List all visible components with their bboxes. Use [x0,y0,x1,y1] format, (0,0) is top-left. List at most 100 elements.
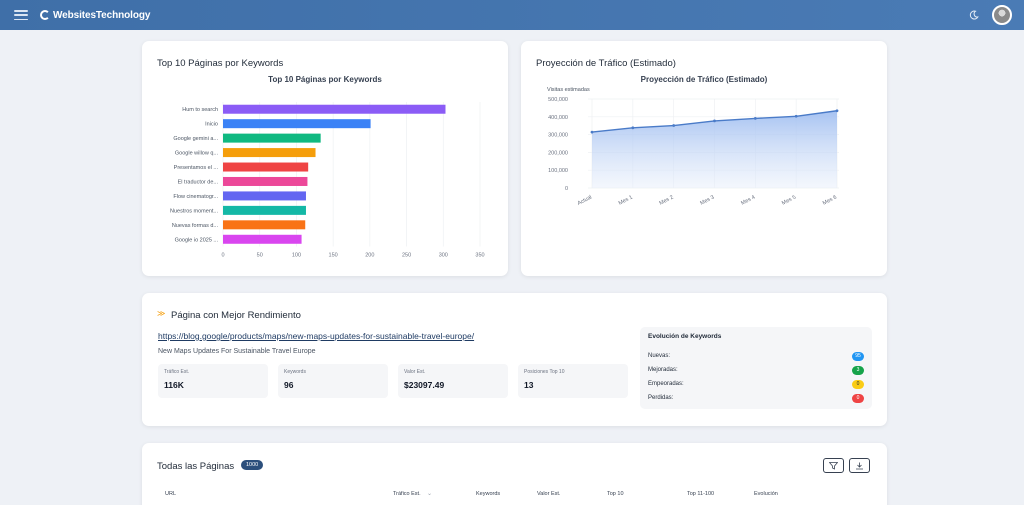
bar [223,162,309,172]
y-tick-label: 100,000 [548,168,568,174]
evolution-label: Nuevas: [648,353,671,359]
download-button[interactable] [849,458,870,473]
y-tick-label: Google io 2025 ... [175,237,219,243]
y-tick-label: 400,000 [548,115,568,121]
evolution-badge: 0 [852,394,864,403]
bar [223,220,306,230]
bar [223,119,371,129]
y-tick-label: Inicio [205,122,218,128]
x-tick-label: Mes 4 [740,194,756,206]
download-icon [856,462,863,469]
x-tick-label: 350 [475,253,484,259]
stat-label: Posiciones Top 10 [524,369,565,375]
x-tick-label: 250 [402,253,411,259]
bar [223,205,306,215]
y-tick-label: Presentamos el ... [174,165,219,171]
card-title: Top 10 Páginas por Keywords [157,58,284,69]
best-page-url-link[interactable]: https://blog.google/products/maps/new-ma… [158,331,475,341]
card-title: Proyección de Tráfico (Estimado) [536,58,676,69]
x-tick-label: Mes 6 [822,194,838,206]
x-tick-label: Actual [577,194,593,206]
evolution-badge: 0 [852,380,864,389]
x-tick-label: Mes 5 [781,194,797,206]
pages-count-badge: 1000 [241,460,264,470]
traffic-chart-card: Proyección de Tráfico (Estimado) Proyecc… [521,41,887,276]
evolution-title: Evolución de Keywords [648,333,722,340]
data-point [794,114,798,118]
data-point [672,124,676,127]
evolution-badge: 3 [852,366,864,375]
bar [223,234,302,244]
bar [223,176,308,186]
x-tick-label: 300 [439,253,448,259]
filter-icon [829,461,838,470]
keywords-bar-chart: 0 50 100 150 200 250 300 350 Hum to search Inicio… [170,102,485,259]
y-axis-label: Visitas estimadas [547,87,590,93]
evolution-label: Mejoradas: [648,367,678,373]
stat-value-est: Valor Est. $23097.49 [398,364,508,398]
filter-button[interactable] [823,458,844,473]
traffic-area-chart: Visitas estimadas 0 100,000 200,000 300,000 4… [547,87,839,207]
avatar[interactable] [992,5,1012,25]
column-header-evolution[interactable]: Evolución [754,491,778,497]
y-tick-label: 200,000 [548,150,568,156]
x-tick-label: Mes 3 [699,194,715,206]
evolution-row-lost: Perdidas: 0 [648,394,864,403]
card-title: Página con Mejor Rendimiento [171,310,301,321]
data-point [590,130,594,134]
evolution-row-worsened: Empeoradas: 0 [648,380,864,389]
evolution-label: Empeoradas: [648,381,684,387]
stat-label: Keywords [284,369,306,375]
stat-value: 96 [284,380,294,390]
stat-label: Valor Est. [404,369,426,375]
evolution-label: Perdidas: [648,395,674,401]
bar [223,104,446,114]
all-pages-card: Todas las Páginas 1000 URL Tráfico Est. … [142,443,887,505]
keywords-chart-card: Top 10 Páginas por Keywords Top 10 Págin… [142,41,508,276]
data-point [753,117,757,120]
stat-top10: Posiciones Top 10 13 [518,364,628,398]
stat-value: $23097.49 [404,380,445,390]
column-header-keywords[interactable]: Keywords [476,491,501,497]
x-tick-label: 100 [292,253,301,259]
y-tick-label: Google willow q... [175,151,219,157]
trophy-icon: ≫ [157,309,166,318]
y-tick-label: Flow cinematogr... [173,194,218,200]
area-fill [592,110,837,188]
y-tick-label: Nuevas formas d... [172,223,219,229]
card-title: Todas las Páginas [157,461,235,472]
data-point [713,119,716,123]
data-point [835,109,839,113]
column-header-url[interactable]: URL [165,491,177,497]
chart-title: Proyección de Tráfico (Estimado) [640,75,768,84]
evolution-row-improved: Mejoradas: 3 [648,366,864,375]
column-header-top10[interactable]: Top 10 [607,491,624,497]
stat-label: Tráfico Est. [164,369,190,375]
y-tick-label: Google gemini a... [173,136,218,142]
y-tick-label: 500,000 [548,97,568,103]
best-page-card: ≫ Página con Mejor Rendimiento https://b… [142,293,887,426]
stat-value: 13 [524,380,534,390]
brand-name[interactable]: WebsitesTechnology [53,9,151,21]
sort-desc-icon[interactable]: ⌄ [427,491,433,497]
bar [223,133,321,143]
stat-keywords: Keywords 96 [278,364,388,398]
y-tick-label: 0 [565,186,568,192]
column-header-value[interactable]: Valor Est. [537,491,561,497]
y-tick-label: Nuestros moment... [170,208,218,214]
x-tick-label: Mes 1 [618,194,634,206]
best-page-name: New Maps Updates For Sustainable Travel … [158,348,316,355]
y-tick-label: 300,000 [548,133,568,139]
column-header-traffic[interactable]: Tráfico Est. [393,491,421,497]
data-point [631,126,635,130]
top-bar: WebsitesTechnology [0,0,1024,30]
column-header-top11-100[interactable]: Top 11-100 [687,491,715,497]
y-tick-label: El traductor de... [178,179,219,185]
x-tick-label: 150 [329,253,338,259]
evolution-row-new: Nuevas: 95 [648,352,864,361]
y-tick-label: Hum to search [182,107,218,113]
x-tick-label: 50 [257,253,263,259]
bar [223,191,306,201]
menu-icon[interactable] [14,10,28,20]
dark-mode-icon[interactable] [969,10,980,21]
